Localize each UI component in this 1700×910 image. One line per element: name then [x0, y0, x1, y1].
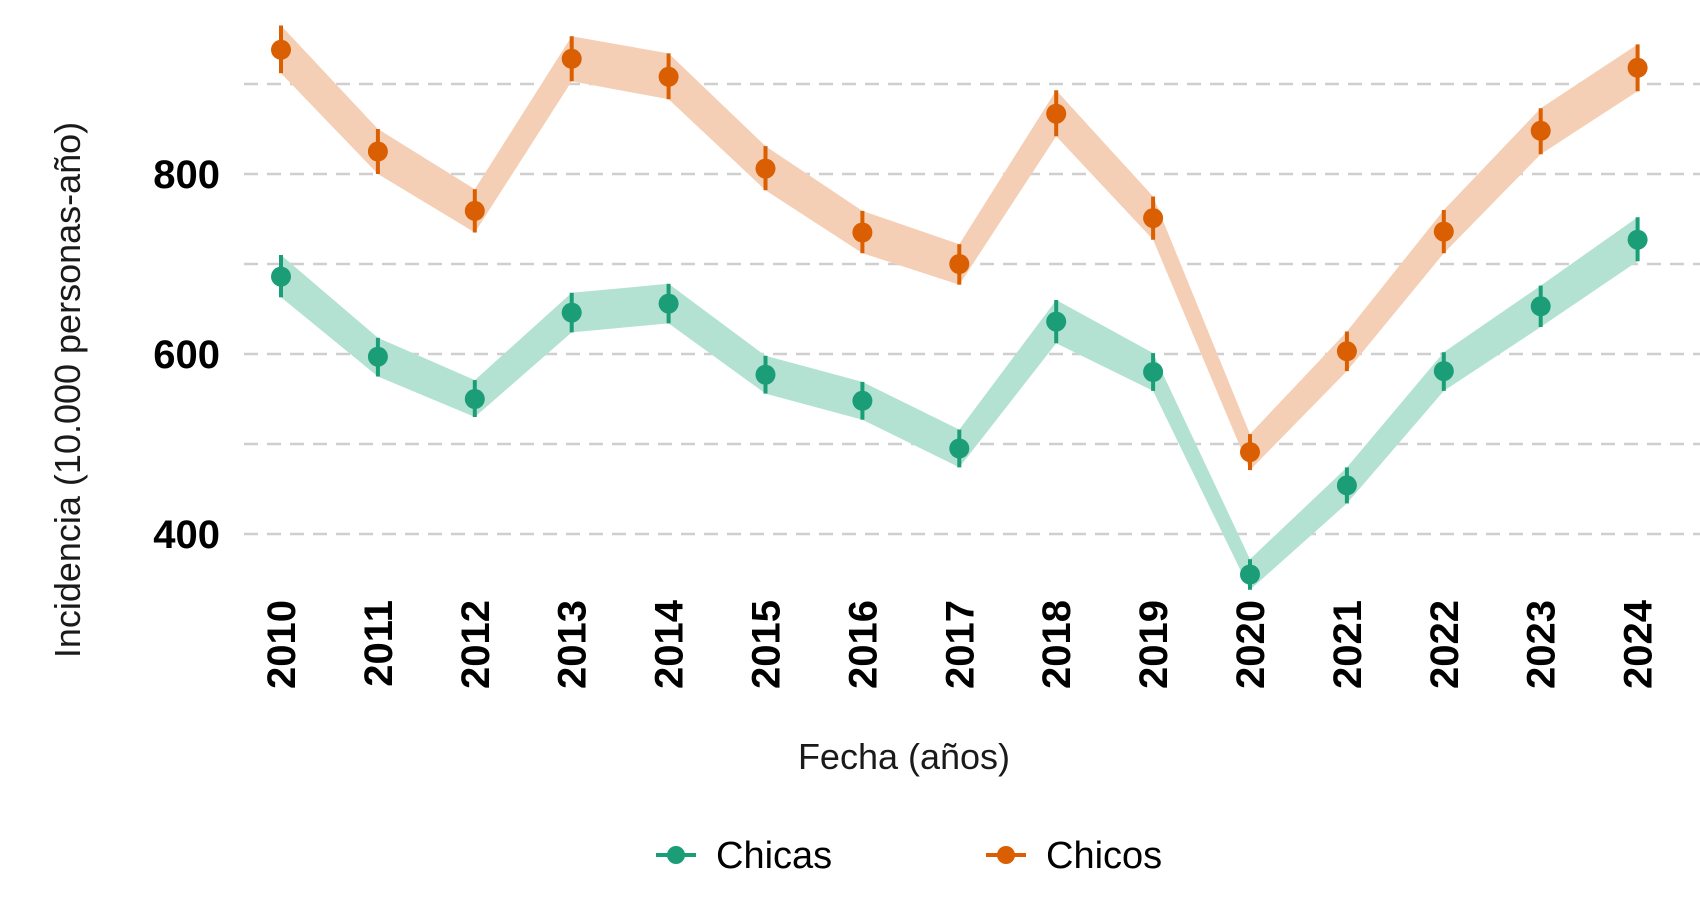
x-tick-label: 2024	[1617, 599, 1661, 689]
point-chicas	[464, 389, 485, 409]
point-chicos	[464, 200, 485, 221]
point-chicas	[271, 266, 291, 287]
legend-label-chicas: Chicas	[716, 835, 832, 877]
y-tick-label: 400	[153, 513, 220, 557]
x-tick-label: 2023	[1520, 600, 1564, 689]
x-tick-label: 2013	[551, 600, 595, 689]
point-chicos	[949, 254, 970, 274]
point-chicas	[561, 302, 582, 323]
point-chicas	[367, 346, 388, 367]
legend-item-chicas: Chicas	[656, 835, 832, 877]
point-chicas	[1240, 564, 1260, 585]
x-tick-label: 2022	[1423, 600, 1467, 689]
point-chicas	[1627, 229, 1648, 250]
point-chicos	[1433, 221, 1454, 242]
x-tick-label: 2018	[1035, 600, 1079, 689]
ribbon-chicas	[281, 217, 1638, 590]
x-tick-label: 2020	[1229, 600, 1273, 689]
x-tick-label: 2014	[648, 599, 692, 689]
gridlines	[244, 82, 1700, 536]
point-chicos	[1240, 442, 1260, 463]
point-chicos	[561, 48, 582, 69]
point-chicas	[1046, 311, 1067, 332]
y-axis-ticks: 400 600 800	[153, 153, 220, 557]
point-chicas	[1530, 296, 1551, 317]
x-axis-title: Fecha (años)	[798, 736, 1010, 777]
point-chicos	[367, 141, 388, 162]
point-chicos	[658, 66, 679, 87]
y-axis-title: Incidencia (10.000 personas-año)	[47, 122, 88, 658]
point-chicas	[1143, 362, 1164, 382]
point-chicos	[271, 39, 291, 60]
x-tick-label: 2012	[454, 600, 498, 689]
x-tick-label: 2011	[357, 600, 401, 687]
point-chicas	[658, 293, 679, 314]
y-tick-label: 600	[153, 333, 220, 377]
point-chicas	[852, 390, 873, 411]
point-chicas	[949, 438, 970, 459]
point-chicos	[1046, 103, 1067, 124]
x-axis-ticks: 2010 2011 2012 2013 2014 2015 2016 2017 2018 2019…	[260, 599, 1661, 689]
point-chicos	[852, 222, 873, 243]
x-tick-label: 2015	[745, 600, 789, 689]
legend-label-chicos: Chicos	[1046, 835, 1162, 877]
point-chicas	[1433, 361, 1454, 382]
x-tick-label: 2019	[1132, 600, 1176, 689]
legend-item-chicos: Chicos	[986, 835, 1162, 877]
point-chicos	[1143, 208, 1164, 229]
x-tick-label: 2010	[260, 600, 304, 689]
point-chicos	[755, 158, 776, 179]
point-chicas	[755, 364, 776, 385]
confidence-ribbons	[281, 25, 1638, 590]
data-points	[271, 25, 1648, 590]
y-tick-label: 800	[153, 153, 220, 197]
point-chicos	[1530, 120, 1551, 141]
legend: Chicas Chicos	[656, 835, 1162, 877]
point-chicos	[1336, 341, 1357, 362]
point-chicos	[1627, 57, 1648, 78]
x-tick-label: 2021	[1326, 600, 1370, 689]
x-tick-label: 2017	[938, 600, 982, 689]
point-chicas	[1336, 475, 1357, 496]
x-tick-label: 2016	[841, 600, 885, 689]
